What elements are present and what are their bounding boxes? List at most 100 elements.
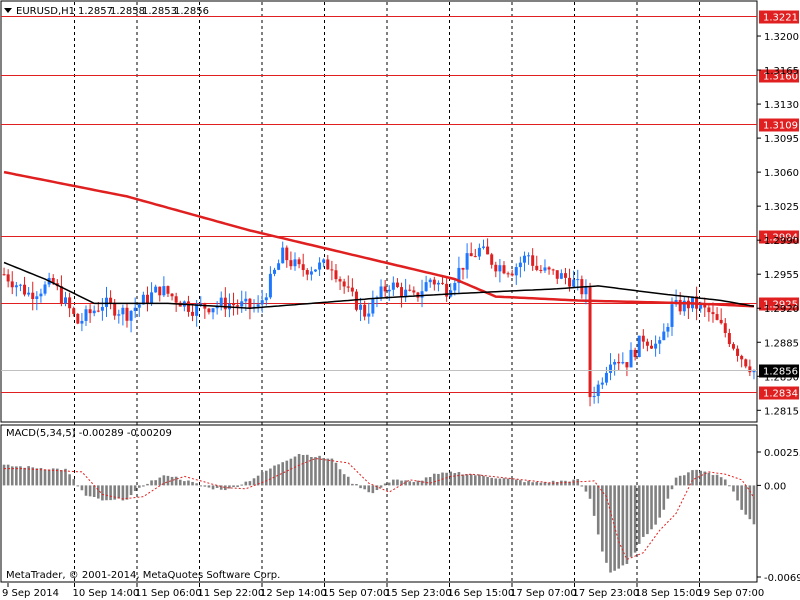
- macd-bar: [490, 477, 493, 486]
- candle-body: [232, 303, 236, 306]
- candle-body: [424, 282, 428, 292]
- candle-body: [469, 253, 473, 257]
- macd-bar: [109, 485, 112, 501]
- macd-bar: [113, 485, 116, 500]
- candle-body: [219, 297, 223, 306]
- candle-body: [64, 297, 68, 304]
- macd-bar: [367, 485, 371, 493]
- candle-body: [596, 384, 600, 396]
- candle-body: [658, 340, 662, 344]
- candle-body: [711, 312, 715, 315]
- macd-bar: [514, 479, 518, 486]
- candle-body: [145, 294, 149, 304]
- candle-body: [477, 247, 481, 257]
- candle-body: [719, 319, 723, 324]
- time-label: 11 Sep 06:00: [135, 588, 202, 599]
- candle-body: [68, 297, 72, 309]
- macd-bar: [728, 485, 731, 487]
- candle-body: [162, 286, 166, 296]
- time-label: 12 Sep 14:00: [260, 588, 327, 599]
- time-label: 16 Sep 15:00: [448, 588, 515, 599]
- candle-body: [600, 382, 604, 385]
- candle-body: [641, 335, 645, 342]
- macd-scale[interactable]: 0.00253 0.00 -0.00694: [757, 448, 800, 584]
- macd-bar: [101, 485, 104, 501]
- candle-body: [322, 259, 326, 263]
- macd-bar: [445, 472, 448, 486]
- candle-body: [223, 297, 227, 310]
- macd-bar: [465, 474, 469, 486]
- candle-body: [731, 344, 735, 349]
- candle-body: [535, 265, 539, 270]
- candle-body: [39, 293, 43, 297]
- candle-body: [400, 287, 404, 297]
- candle-body: [555, 270, 559, 279]
- macd-bar: [617, 485, 621, 569]
- macd-bar: [433, 473, 436, 486]
- moving-average-line: [3, 261, 755, 309]
- macd-bar: [56, 468, 59, 486]
- macd-bar: [736, 485, 739, 501]
- macd-bar: [461, 474, 465, 486]
- macd-bar: [371, 485, 375, 494]
- candle-body: [363, 304, 367, 317]
- candle-body: [31, 292, 35, 300]
- time-label: 15 Sep 07:00: [323, 588, 390, 599]
- macd-bar: [60, 470, 63, 486]
- candle-body: [559, 273, 563, 279]
- level-price-label: 1.3109: [763, 121, 798, 132]
- candle-body: [72, 308, 76, 314]
- macd-bar: [564, 480, 567, 486]
- price-scale[interactable]: 1.3221 1.3160 1.3109 1.2994 1.2925 1.2834 1.32…: [757, 10, 799, 418]
- macd-bar: [695, 469, 698, 486]
- candle-body: [395, 282, 399, 288]
- candle-body: [273, 269, 277, 274]
- macd-bar: [314, 457, 317, 486]
- main-chart-frame[interactable]: [0, 0, 758, 423]
- candle-body: [637, 335, 641, 358]
- candle-body: [137, 304, 141, 308]
- macd-bar: [15, 466, 18, 486]
- macd-bar: [383, 483, 387, 486]
- macd-bar: [215, 485, 219, 488]
- macd-bar: [396, 479, 399, 486]
- candle-body: [441, 282, 445, 284]
- candle-body: [84, 309, 88, 321]
- macd-bar: [605, 485, 608, 563]
- macd-bar: [588, 485, 592, 499]
- price-tick-label: 1.2885: [764, 338, 799, 349]
- macd-bar: [473, 475, 477, 486]
- candle-body: [268, 273, 272, 298]
- candle-body: [297, 259, 301, 265]
- macd-bar: [207, 485, 211, 488]
- candle-body: [277, 263, 281, 270]
- candle-body: [654, 343, 658, 349]
- macd-bar: [142, 485, 145, 487]
- macd-bar: [334, 462, 338, 486]
- candle-body: [551, 269, 555, 271]
- chart-dropdown-icon[interactable]: [4, 8, 12, 13]
- macd-bar: [359, 485, 362, 489]
- macd-bar: [723, 479, 727, 486]
- macd-bar: [453, 473, 457, 486]
- macd-bar: [363, 485, 366, 490]
- candle-body: [207, 308, 211, 313]
- candle-body: [18, 284, 22, 286]
- current-price-box: [759, 364, 799, 378]
- level-price-label: 1.2925: [763, 300, 798, 311]
- candle-body: [113, 302, 117, 316]
- macd-bar: [642, 485, 645, 537]
- macd-bar: [154, 480, 157, 486]
- candle-body: [404, 289, 408, 297]
- candle-body: [514, 267, 518, 276]
- macd-bar: [150, 480, 153, 486]
- candle-body: [613, 361, 617, 365]
- macd-bar: [6, 464, 10, 486]
- candle-body: [736, 348, 740, 356]
- macd-bar: [568, 481, 571, 486]
- macd-bar: [269, 468, 272, 486]
- macd-bar: [658, 485, 662, 518]
- time-label: 17 Sep 23:00: [573, 588, 640, 599]
